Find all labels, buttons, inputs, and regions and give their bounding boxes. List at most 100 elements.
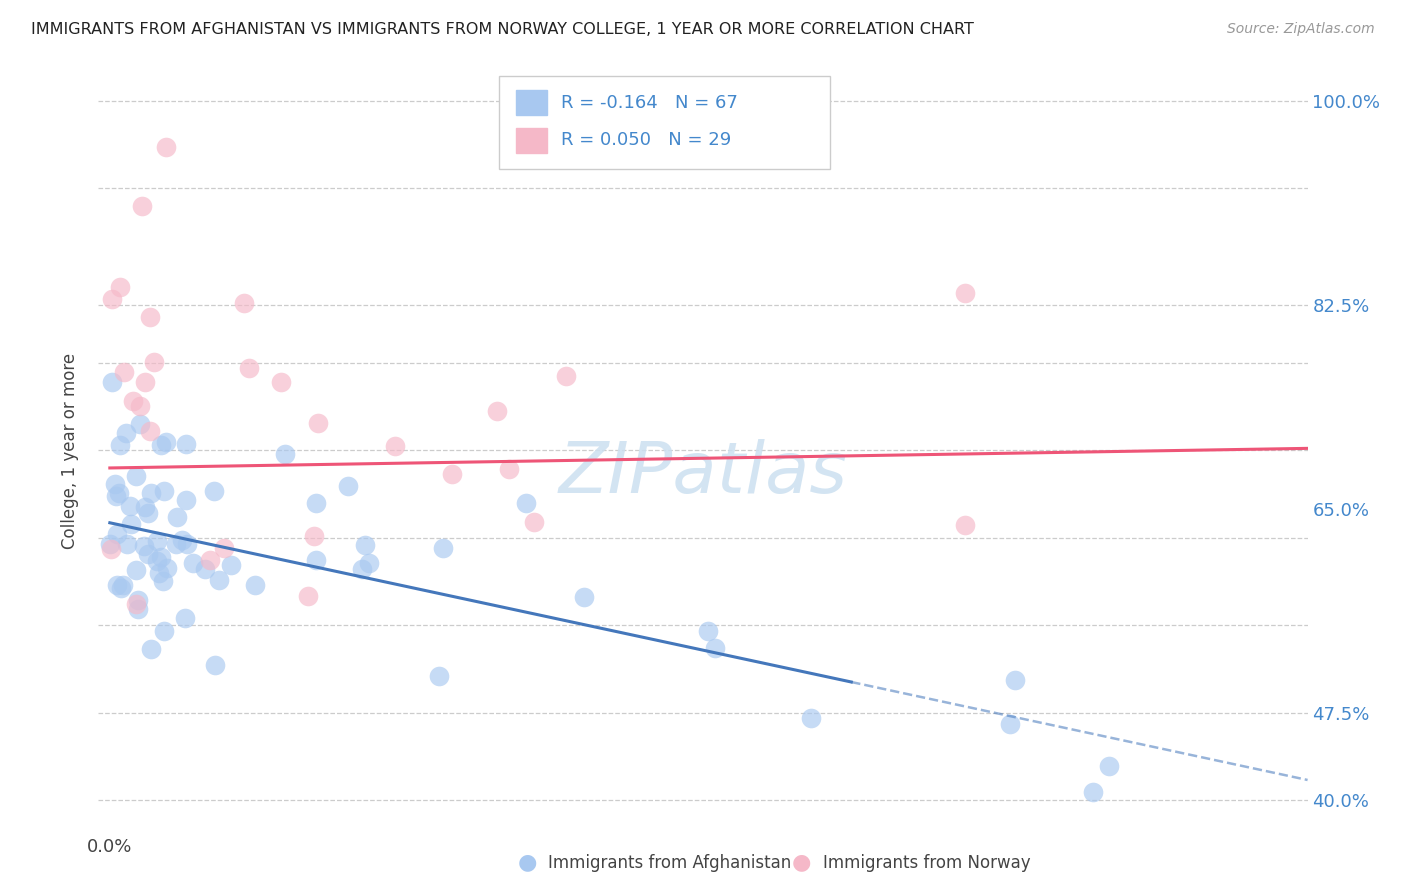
Point xyxy=(704,640,727,655)
Point xyxy=(112,577,135,591)
Point xyxy=(125,469,148,483)
Point xyxy=(148,566,170,581)
Point xyxy=(153,624,176,638)
Point xyxy=(176,537,198,551)
Point xyxy=(574,590,596,604)
Point xyxy=(297,589,319,603)
Point xyxy=(432,541,454,555)
Point xyxy=(136,547,159,561)
Text: IMMIGRANTS FROM AFGHANISTAN VS IMMIGRANTS FROM NORWAY COLLEGE, 1 YEAR OR MORE CO: IMMIGRANTS FROM AFGHANISTAN VS IMMIGRANT… xyxy=(31,22,974,37)
Point xyxy=(98,537,121,551)
Point xyxy=(486,403,509,417)
Point xyxy=(100,542,122,557)
Point xyxy=(305,496,328,510)
Text: Immigrants from Norway: Immigrants from Norway xyxy=(823,855,1031,872)
Point xyxy=(127,592,149,607)
Point xyxy=(138,310,160,325)
Point xyxy=(955,285,977,300)
Point xyxy=(219,558,242,572)
Point xyxy=(1004,673,1026,687)
Point xyxy=(212,541,235,556)
Point xyxy=(150,438,173,452)
Point xyxy=(1081,784,1104,798)
Point xyxy=(336,479,359,493)
Point xyxy=(127,602,149,616)
Point xyxy=(696,624,718,639)
Text: R = 0.050   N = 29: R = 0.050 N = 29 xyxy=(561,131,731,149)
Point xyxy=(104,477,127,491)
Point xyxy=(515,496,537,510)
Point xyxy=(139,486,162,500)
Point xyxy=(208,573,231,587)
Point xyxy=(100,375,122,389)
Point xyxy=(232,296,254,310)
Point xyxy=(120,516,142,531)
Point xyxy=(146,554,169,568)
Point xyxy=(155,140,177,154)
Y-axis label: College, 1 year or more: College, 1 year or more xyxy=(60,352,79,549)
Point xyxy=(181,556,204,570)
Point xyxy=(128,417,150,431)
Point xyxy=(139,642,162,657)
Point xyxy=(124,597,146,611)
Text: ●: ● xyxy=(792,853,811,872)
Point xyxy=(307,416,329,430)
Point xyxy=(198,553,221,567)
Point xyxy=(145,534,167,549)
Point xyxy=(998,717,1021,731)
Point xyxy=(166,509,188,524)
Point xyxy=(112,365,135,379)
Point xyxy=(121,394,143,409)
Point xyxy=(165,537,187,551)
Point xyxy=(1097,758,1119,772)
Point xyxy=(152,483,174,498)
Point xyxy=(100,292,122,306)
Point xyxy=(800,711,823,725)
Point xyxy=(156,561,179,575)
Text: Source: ZipAtlas.com: Source: ZipAtlas.com xyxy=(1227,22,1375,37)
Point xyxy=(274,447,297,461)
Point xyxy=(174,492,197,507)
Point xyxy=(555,369,578,384)
Point xyxy=(120,499,142,513)
Point xyxy=(523,515,546,529)
Point xyxy=(359,556,381,570)
Point xyxy=(105,527,128,541)
Point xyxy=(304,529,326,543)
Point xyxy=(110,581,132,595)
Point xyxy=(243,578,266,592)
Point xyxy=(104,489,127,503)
Point xyxy=(125,563,148,577)
Point xyxy=(134,500,156,515)
Point xyxy=(136,506,159,520)
Point xyxy=(155,435,177,450)
Point xyxy=(134,375,156,389)
Point xyxy=(142,355,165,369)
Point xyxy=(354,538,377,552)
Point xyxy=(115,426,138,441)
Point xyxy=(105,578,128,592)
Point xyxy=(427,669,450,683)
Point xyxy=(170,533,193,548)
Point xyxy=(110,280,132,294)
Point xyxy=(117,536,139,550)
Point xyxy=(204,657,226,672)
Text: R = -0.164   N = 67: R = -0.164 N = 67 xyxy=(561,94,738,112)
Point xyxy=(108,438,131,452)
Point xyxy=(108,486,131,500)
Point xyxy=(138,424,160,438)
Point xyxy=(305,553,328,567)
Point xyxy=(238,361,260,376)
Point xyxy=(150,549,173,564)
Point xyxy=(174,437,197,451)
Point xyxy=(173,611,195,625)
Point xyxy=(441,467,464,481)
Point xyxy=(202,484,225,499)
Point xyxy=(128,400,150,414)
Point xyxy=(132,539,155,553)
Point xyxy=(194,562,217,576)
Text: ZIPatlas: ZIPatlas xyxy=(558,439,848,508)
Text: ●: ● xyxy=(517,853,537,872)
Point xyxy=(384,440,406,454)
Point xyxy=(498,462,520,476)
